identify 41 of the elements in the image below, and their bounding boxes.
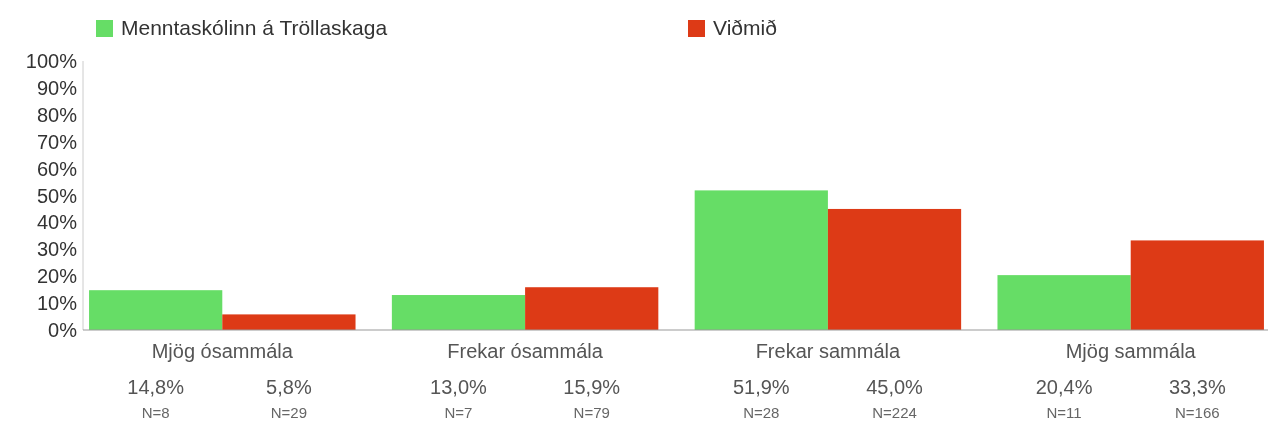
y-tick-label: 50%	[36, 184, 78, 207]
legend-label: Viðmið	[713, 16, 777, 39]
bar	[222, 314, 356, 330]
y-tick-label: 40%	[36, 211, 78, 234]
text: N=28	[743, 404, 780, 421]
text: N=79	[573, 404, 610, 421]
data-label: 5,8%	[266, 376, 312, 398]
x-tick-label: Mjög ósammála	[151, 340, 294, 362]
data-label: 13,0%	[430, 376, 488, 398]
text: N=224	[872, 404, 917, 421]
text: N=29	[270, 404, 308, 421]
legend-label: Menntaskólinn á Tröllaskaga	[121, 16, 388, 39]
data-label: 45,0%	[866, 376, 924, 398]
bar	[525, 287, 659, 330]
y-tick-label: 100%	[25, 50, 78, 72]
x-tick-label: Frekar sammála	[755, 340, 902, 362]
bar	[827, 208, 962, 330]
data-label: 15,9%	[563, 376, 621, 398]
y-tick-label: 90%	[36, 76, 78, 99]
x-tick-label: Mjög sammála	[1065, 340, 1197, 362]
data-label: 20,4%	[1035, 376, 1093, 398]
y-tick-label: 70%	[36, 130, 78, 153]
y-tick-label: 30%	[36, 238, 78, 261]
bar	[391, 295, 526, 330]
text: N=8	[141, 404, 170, 421]
y-tick-label: 20%	[36, 265, 78, 288]
bar	[89, 290, 223, 330]
text: N=166	[1175, 404, 1220, 421]
y-tick-label: 60%	[36, 157, 78, 180]
bar	[1130, 240, 1264, 330]
text: N=11	[1046, 404, 1082, 421]
y-tick-label: 80%	[36, 103, 78, 126]
x-tick-label: Frekar ósammála	[447, 340, 604, 362]
data-label: 33,3%	[1168, 376, 1226, 398]
bar	[997, 275, 1131, 330]
y-tick-label: 10%	[36, 292, 78, 315]
data-label: 14,8%	[127, 376, 185, 398]
text: N=7	[444, 404, 473, 421]
data-label: 51,9%	[732, 376, 790, 398]
bar	[694, 190, 828, 330]
y-tick-label: 0%	[48, 319, 78, 341]
